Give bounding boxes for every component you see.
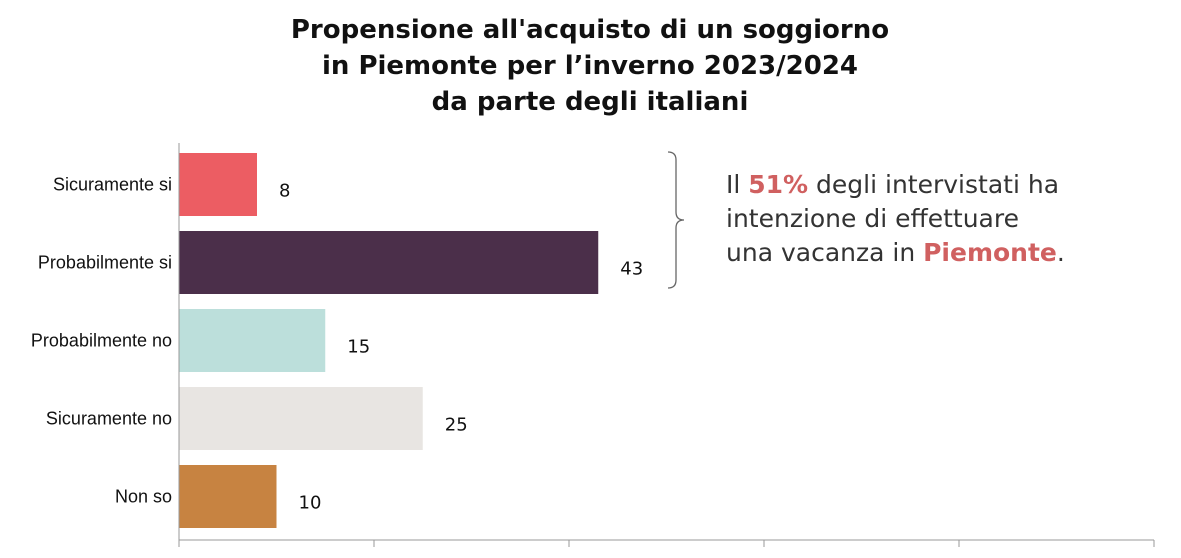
- callout-line-1: Il 51% degli intervistati ha: [726, 168, 1166, 202]
- callout-percent: 51%: [748, 170, 808, 199]
- bar-sicuramente-no: [179, 387, 423, 450]
- callout-line-2: intenzione di effettuare: [726, 202, 1166, 236]
- category-label-non-so: Non so: [115, 487, 172, 507]
- value-label-sicuramente-si: 8: [279, 181, 290, 202]
- category-label-probabilmente-no: Probabilmente no: [31, 331, 172, 351]
- callout-region: Piemonte: [923, 238, 1057, 267]
- value-label-non-so: 10: [299, 493, 322, 514]
- bars-group: Sicuramente si 8 Probabilmente si 43 Probabi…: [31, 153, 643, 528]
- bar-chart: Sicuramente si 8 Probabilmente si 43 Probabi…: [0, 0, 1181, 558]
- value-label-sicuramente-no: 25: [445, 415, 468, 436]
- bar-sicuramente-si: [179, 153, 257, 216]
- category-label-probabilmente-si: Probabilmente si: [38, 253, 172, 273]
- callout-text: Il 51% degli intervistati ha intenzione …: [726, 168, 1166, 270]
- bar-probabilmente-si: [179, 231, 598, 294]
- callout-line-3-end: .: [1057, 238, 1065, 267]
- category-label-sicuramente-no: Sicuramente no: [46, 409, 172, 429]
- value-label-probabilmente-si: 43: [620, 259, 643, 280]
- callout-line-3: una vacanza in Piemonte.: [726, 236, 1166, 270]
- bar-non-so: [179, 465, 277, 528]
- category-label-sicuramente-si: Sicuramente si: [53, 175, 172, 195]
- group-bracket: [664, 150, 688, 292]
- callout-line-1-end: degli intervistati ha: [808, 170, 1059, 199]
- bar-probabilmente-no: [179, 309, 325, 372]
- callout-line-3-start: una vacanza in: [726, 238, 923, 267]
- value-label-probabilmente-no: 15: [347, 337, 370, 358]
- callout-line-1-start: Il: [726, 170, 748, 199]
